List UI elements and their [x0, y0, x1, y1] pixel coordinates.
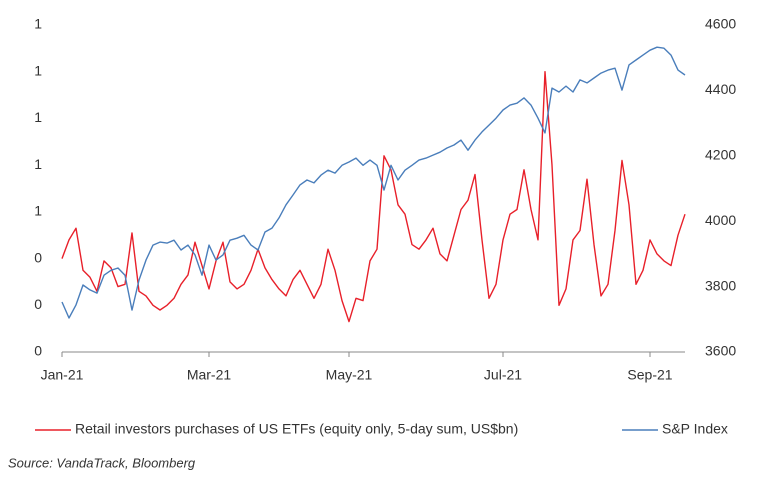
y2-tick-label: 4200	[705, 147, 736, 163]
y-tick-label: 1	[34, 16, 42, 32]
y-tick-label: 1	[34, 156, 42, 172]
y-tick-label: 1	[34, 203, 42, 219]
y2-tick-label: 4600	[705, 16, 736, 32]
y-tick-label: 0	[34, 296, 42, 312]
y2-tick-label: 4000	[705, 212, 736, 228]
y2-tick-label: 4400	[705, 81, 736, 97]
legend-label: Retail investors purchases of US ETFs (e…	[75, 421, 518, 437]
y-tick-label: 1	[34, 62, 42, 78]
legend-label: S&P Index	[662, 421, 728, 437]
x-tick-label: Jul-21	[484, 367, 522, 383]
y2-tick-label: 3600	[705, 343, 736, 359]
line-series	[61, 71, 686, 323]
x-tick-label: Sep-21	[627, 367, 672, 383]
x-tick-label: May-21	[326, 367, 373, 383]
x-tick-label: Jan-21	[41, 367, 84, 383]
y-tick-label: 1	[34, 109, 42, 125]
y2-tick-label: 3800	[705, 277, 736, 293]
y-tick-label: 0	[34, 249, 42, 265]
source-note: Source: VandaTrack, Bloomberg	[8, 455, 196, 470]
x-tick-label: Mar-21	[187, 367, 232, 383]
y-tick-label: 0	[34, 343, 42, 359]
line-series	[61, 46, 686, 319]
